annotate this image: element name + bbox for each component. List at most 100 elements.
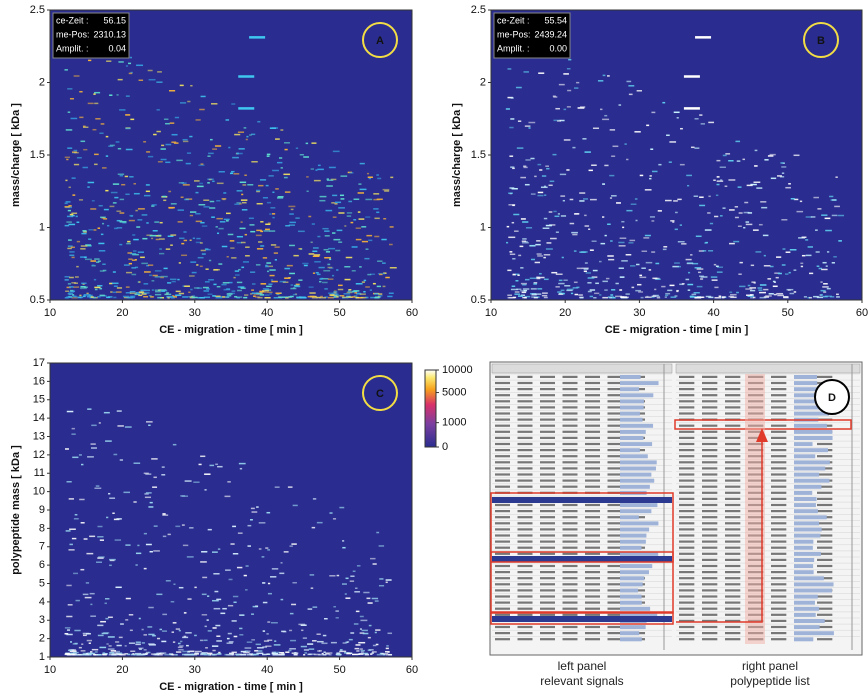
list-text [585, 583, 600, 586]
signal-speckle [182, 285, 185, 287]
signal-speckle [119, 653, 123, 656]
signal-speckle [200, 163, 204, 165]
list-text [562, 571, 578, 574]
signal-speckle [696, 285, 703, 288]
list-text [495, 589, 510, 592]
list-text [679, 619, 695, 622]
signal-speckle [385, 647, 389, 650]
signal-speckle [116, 210, 122, 212]
signal-speckle [64, 202, 68, 205]
signal-speckle [211, 645, 219, 647]
y-tick-label: 8 [39, 522, 45, 534]
signal-speckle [67, 247, 72, 250]
signal-speckle [662, 101, 666, 104]
signal-speckle [271, 568, 279, 570]
list-text [702, 558, 718, 561]
signal-speckle [240, 199, 248, 201]
signal-speckle [127, 653, 131, 656]
signal-speckle [207, 178, 214, 181]
signal-speckle [366, 597, 371, 600]
signal-speckle [512, 273, 516, 276]
signal-speckle [354, 591, 360, 593]
signal-speckle [283, 176, 288, 179]
signal-speckle [91, 264, 95, 266]
signal-speckle [543, 254, 551, 256]
signal-speckle [323, 248, 329, 251]
list-text [517, 455, 533, 458]
list-text [495, 546, 510, 549]
list-bar [794, 429, 833, 434]
list-text [562, 516, 578, 519]
signal-speckle [699, 196, 704, 198]
signal-speckle [235, 274, 240, 276]
signal-speckle [205, 647, 208, 649]
signal-speckle [180, 196, 184, 199]
signal-speckle [533, 283, 537, 285]
signal-speckle [220, 612, 226, 615]
list-text [607, 528, 623, 531]
signal-speckle [124, 426, 132, 428]
signal-speckle [210, 103, 218, 105]
signal-speckle [105, 440, 112, 442]
signal-speckle [162, 195, 167, 198]
list-text [771, 375, 787, 378]
signal-speckle [135, 652, 142, 655]
signal-speckle [243, 296, 248, 299]
signal-speckle [213, 573, 220, 575]
signal-speckle [821, 268, 828, 271]
signal-speckle [579, 192, 586, 194]
signal-speckle [387, 651, 390, 654]
signal-speckle [705, 241, 708, 244]
signal-speckle [333, 238, 341, 241]
list-bar [620, 375, 641, 379]
list-text [585, 436, 600, 439]
signal-speckle [192, 237, 196, 240]
signal-speckle [90, 260, 97, 262]
signal-speckle [201, 225, 208, 227]
signal-speckle [793, 291, 797, 293]
signal-speckle [390, 176, 394, 179]
signal-speckle [226, 642, 233, 644]
signal-speckle [216, 217, 223, 220]
signal-speckle [65, 201, 71, 203]
list-text [702, 632, 718, 635]
signal-speckle [166, 295, 174, 298]
signal-speckle [269, 293, 272, 295]
list-bar [620, 509, 652, 514]
signal-speckle [246, 650, 251, 652]
signal-speckle [103, 218, 108, 220]
list-bar [794, 411, 829, 416]
signal-speckle [337, 288, 344, 291]
signal-speckle [139, 648, 142, 650]
signal-speckle [524, 240, 528, 243]
list-text [562, 613, 578, 616]
signal-speckle [591, 164, 597, 166]
signal-speckle [250, 507, 255, 510]
signal-speckle [247, 545, 251, 547]
signal-speckle [182, 650, 189, 653]
signal-speckle [231, 290, 236, 292]
signal-speckle [225, 119, 230, 121]
list-text [540, 625, 555, 629]
signal-speckle [304, 652, 307, 654]
signal-speckle [210, 138, 213, 141]
list-text [725, 564, 741, 568]
signal-speckle [87, 102, 94, 105]
signal-speckle [99, 294, 105, 297]
signal-speckle [141, 214, 148, 216]
signal-speckle [783, 296, 789, 298]
signal-speckle [215, 624, 221, 627]
signal-speckle [714, 296, 722, 299]
signal-speckle [161, 474, 166, 476]
signal-speckle [81, 232, 87, 235]
list-text [817, 497, 833, 500]
signal-speckle [116, 287, 123, 289]
signal-speckle [167, 235, 174, 237]
signal-speckle [730, 293, 737, 296]
signal-speckle [182, 184, 190, 186]
signal-speckle [157, 71, 162, 73]
y-tick-label: 6 [39, 559, 45, 571]
signal-speckle [375, 643, 379, 646]
signal-speckle [374, 600, 379, 602]
list-text [725, 571, 741, 574]
